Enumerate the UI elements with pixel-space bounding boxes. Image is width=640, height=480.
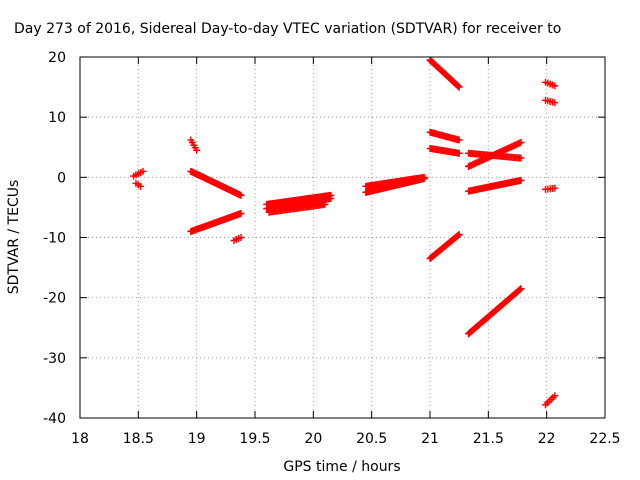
data-point — [454, 231, 462, 239]
data-point — [455, 230, 463, 238]
x-tick-label: 18.5 — [123, 431, 154, 447]
data-point — [455, 83, 463, 91]
x-tick-label: 21 — [421, 431, 439, 447]
x-tick-label: 22.5 — [589, 431, 620, 447]
data-point — [517, 138, 525, 146]
data-point — [517, 176, 525, 184]
data-point — [137, 182, 145, 190]
data-points — [130, 56, 559, 409]
data-point — [551, 392, 559, 400]
data-point — [321, 200, 329, 208]
x-axis-label: GPS time / hours — [283, 459, 400, 475]
data-point — [237, 209, 245, 217]
data-point — [455, 149, 463, 157]
x-tick-label: 21.5 — [473, 431, 504, 447]
x-tick-label: 19 — [188, 431, 206, 447]
tick-labels: 18 18.5 19 19.5 20 20.5 21 21.5 22 22.5 -40 -30 -20 -… — [43, 50, 620, 447]
y-tick-label: 0 — [57, 170, 66, 186]
x-tick-label: 20.5 — [356, 431, 387, 447]
y-tick-label: 20 — [48, 50, 66, 66]
plot-frame — [79, 56, 606, 419]
x-tick-label: 19.5 — [239, 431, 270, 447]
y-axis-label: SDTVAR / TECUs — [6, 180, 22, 295]
x-tick-label: 20 — [304, 431, 322, 447]
x-tick-label: 22 — [538, 431, 556, 447]
grid-lines — [80, 57, 605, 418]
y-tick-label: -40 — [43, 411, 66, 427]
data-point — [551, 99, 559, 107]
data-point — [551, 184, 559, 192]
x-tick-label: 18 — [71, 431, 89, 447]
y-tick-label: -20 — [43, 291, 66, 307]
y-tick-label: -10 — [43, 231, 66, 247]
data-point — [551, 82, 559, 90]
data-point — [193, 146, 201, 154]
chart-title: Day 273 of 2016, Sidereal Day-to-day VTE… — [14, 21, 561, 37]
data-point — [517, 285, 525, 293]
data-point — [420, 173, 428, 181]
data-point — [327, 191, 335, 199]
data-point — [516, 285, 524, 293]
data-point — [455, 136, 463, 144]
data-point — [139, 167, 147, 175]
data-point — [237, 234, 245, 241]
data-point — [517, 154, 525, 162]
y-tick-label: -30 — [43, 351, 66, 367]
y-tick-label: 10 — [48, 110, 66, 126]
data-point — [237, 191, 245, 199]
axis-ticks — [79, 56, 606, 419]
